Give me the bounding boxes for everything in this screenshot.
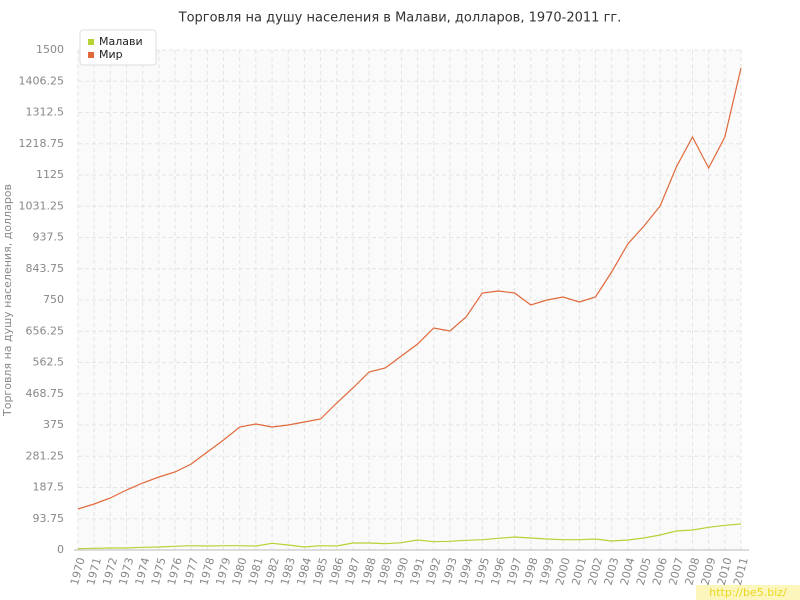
legend-swatch [88,39,94,45]
y-axis-label: Торговля на душу населения, долларов [1,184,14,417]
y-tick-label: 937.5 [33,231,65,244]
watermark: http://be5.biz/ [709,586,787,599]
watermark-bg [696,585,800,600]
y-tick-label: 656.25 [26,324,65,337]
y-tick-label: 843.75 [26,262,65,275]
legend-swatch [88,52,94,58]
y-tick-label: 1031.25 [19,199,65,212]
series-line [77,523,742,550]
y-tick-label: 281.25 [26,449,65,462]
y-tick-label: 1125 [36,168,64,181]
y-tick-label: 750 [43,293,64,306]
y-tick-label: 93.75 [33,512,65,525]
y-tick-label: 1218.75 [19,137,65,150]
chart-title: Торговля на душу населения в Малави, дол… [178,11,622,26]
y-tick-label: 187.5 [33,481,65,494]
legend-label: Мир [99,48,123,61]
y-tick-label: 1500 [36,43,64,56]
legend-box [79,29,157,66]
y-tick-label: 0 [57,543,64,556]
series-line [77,67,742,510]
y-tick-label: 375 [43,418,64,431]
y-tick-label: 1406.25 [19,74,65,87]
y-tick-label: 468.75 [26,387,65,400]
legend-label: Малави [99,35,143,48]
y-tick-label: 562.5 [33,356,65,369]
y-tick-label: 1312.5 [26,106,65,119]
